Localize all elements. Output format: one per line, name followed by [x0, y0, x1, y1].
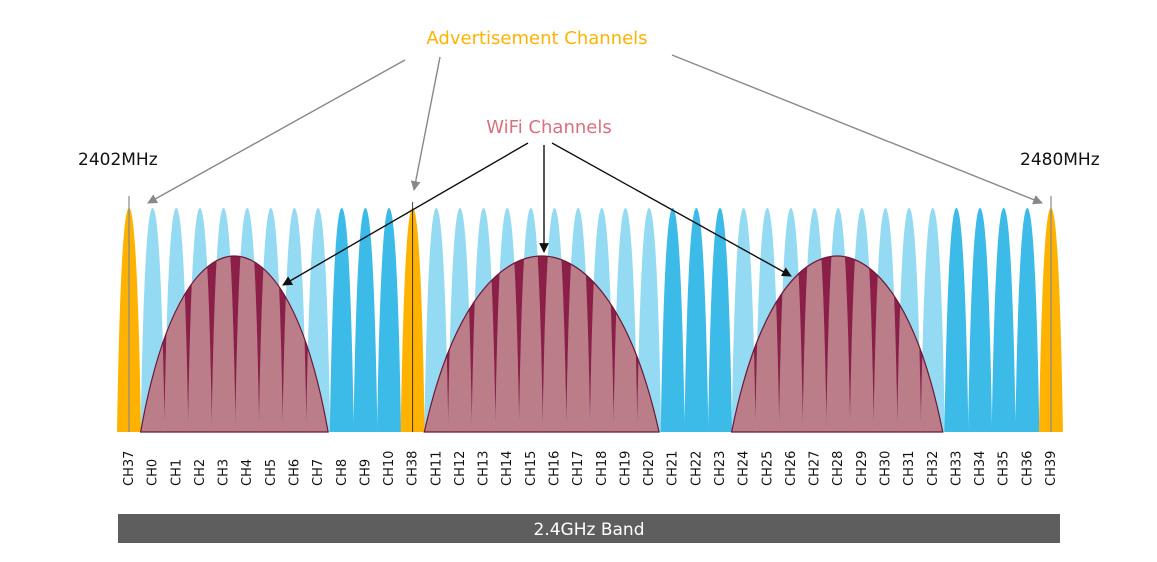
channel-label-ch36: CH36 [1020, 451, 1035, 486]
channel-label-ch25: CH25 [760, 451, 775, 486]
channel-peak-ch8 [329, 208, 354, 432]
channel-label-ch14: CH14 [500, 451, 515, 486]
wifi-channel-outline [139, 255, 329, 433]
channel-peak-ch21 [660, 208, 685, 432]
channel-label-ch2: CH2 [193, 459, 208, 486]
channel-label-ch26: CH26 [784, 451, 799, 486]
channel-peak-ch23 [708, 208, 732, 432]
wifi-arrow-1 [282, 142, 529, 286]
channel-label-ch34: CH34 [973, 451, 988, 486]
channel-label-ch8: CH8 [335, 459, 350, 486]
channel-label-ch28: CH28 [831, 451, 846, 486]
channel-label-ch31: CH31 [902, 451, 917, 486]
channel-label-ch13: CH13 [477, 451, 492, 486]
channel-label-ch39: CH39 [1044, 451, 1059, 486]
channel-label-ch21: CH21 [666, 451, 681, 486]
wifi-channel-outline [423, 255, 660, 433]
channel-label-ch37: CH37 [122, 451, 137, 486]
band-bar [118, 514, 1060, 543]
advertisement-arrow-ch37 [147, 59, 406, 204]
wifi-overlap-peak [235, 256, 260, 432]
channel-label-ch18: CH18 [595, 451, 610, 486]
advertisement-channels-label: Advertisement Channels [426, 28, 647, 49]
channel-label-ch10: CH10 [382, 451, 397, 486]
channel-label-layer: CH37 CH0 CH1 CH2 CH3 CH4 CH5 CH6 CH7 CH8 CH9 CH10 CH… [122, 451, 1059, 486]
channel-label-ch4: CH4 [240, 459, 255, 486]
channel-label-ch32: CH32 [926, 451, 941, 486]
channel-label-ch11: CH11 [429, 451, 444, 486]
channel-label-ch7: CH7 [311, 459, 326, 486]
wifi-overlap-peak [518, 256, 543, 432]
channel-label-ch6: CH6 [287, 459, 302, 486]
channel-label-ch19: CH19 [618, 451, 633, 486]
channel-label-ch23: CH23 [713, 451, 728, 486]
channel-label-ch15: CH15 [524, 451, 539, 486]
channel-peak-ch36 [1015, 208, 1040, 432]
advertisement-arrow-ch39 [671, 54, 1043, 205]
channel-label-ch29: CH29 [855, 451, 870, 486]
channel-label-ch9: CH9 [358, 459, 373, 486]
channel-label-ch30: CH30 [878, 451, 893, 486]
channel-label-ch35: CH35 [997, 451, 1012, 486]
channel-label-ch22: CH22 [689, 451, 704, 486]
freq-low-label: 2402MHz [78, 150, 158, 170]
wifi-channel-outline [730, 255, 944, 433]
wifi-overlap-peak [542, 256, 567, 432]
channel-peak-ch9 [353, 208, 378, 432]
channel-label-ch16: CH16 [548, 451, 563, 486]
wifi-channels-label: WiFi Channels [486, 117, 611, 138]
channel-label-ch38: CH38 [406, 451, 421, 486]
channel-label-ch17: CH17 [571, 451, 586, 486]
freq-high-label: 2480MHz [1020, 150, 1100, 170]
channel-label-ch1: CH1 [169, 459, 184, 486]
advertisement-arrow-ch38 [410, 56, 441, 191]
channel-label-ch5: CH5 [264, 459, 279, 486]
channel-label-ch27: CH27 [808, 451, 823, 486]
channel-label-ch12: CH12 [453, 451, 468, 486]
channel-label-ch24: CH24 [737, 451, 752, 486]
channel-peak-ch35 [991, 208, 1016, 432]
channel-label-ch3: CH3 [217, 459, 232, 486]
band-label: 2.4GHz Band [534, 520, 645, 540]
channel-peak-ch10 [377, 208, 402, 432]
channel-peak-ch34 [968, 208, 993, 432]
channel-label-ch33: CH33 [949, 451, 964, 486]
wifi-overlap-peak [826, 256, 851, 432]
channel-label-ch0: CH0 [146, 459, 161, 486]
wifi-overlap-peak [211, 256, 236, 432]
channel-peak-ch33 [944, 208, 969, 432]
wifi-arrow-11 [551, 142, 792, 277]
channel-peak-ch22 [684, 208, 709, 432]
channel-label-ch20: CH20 [642, 451, 657, 486]
